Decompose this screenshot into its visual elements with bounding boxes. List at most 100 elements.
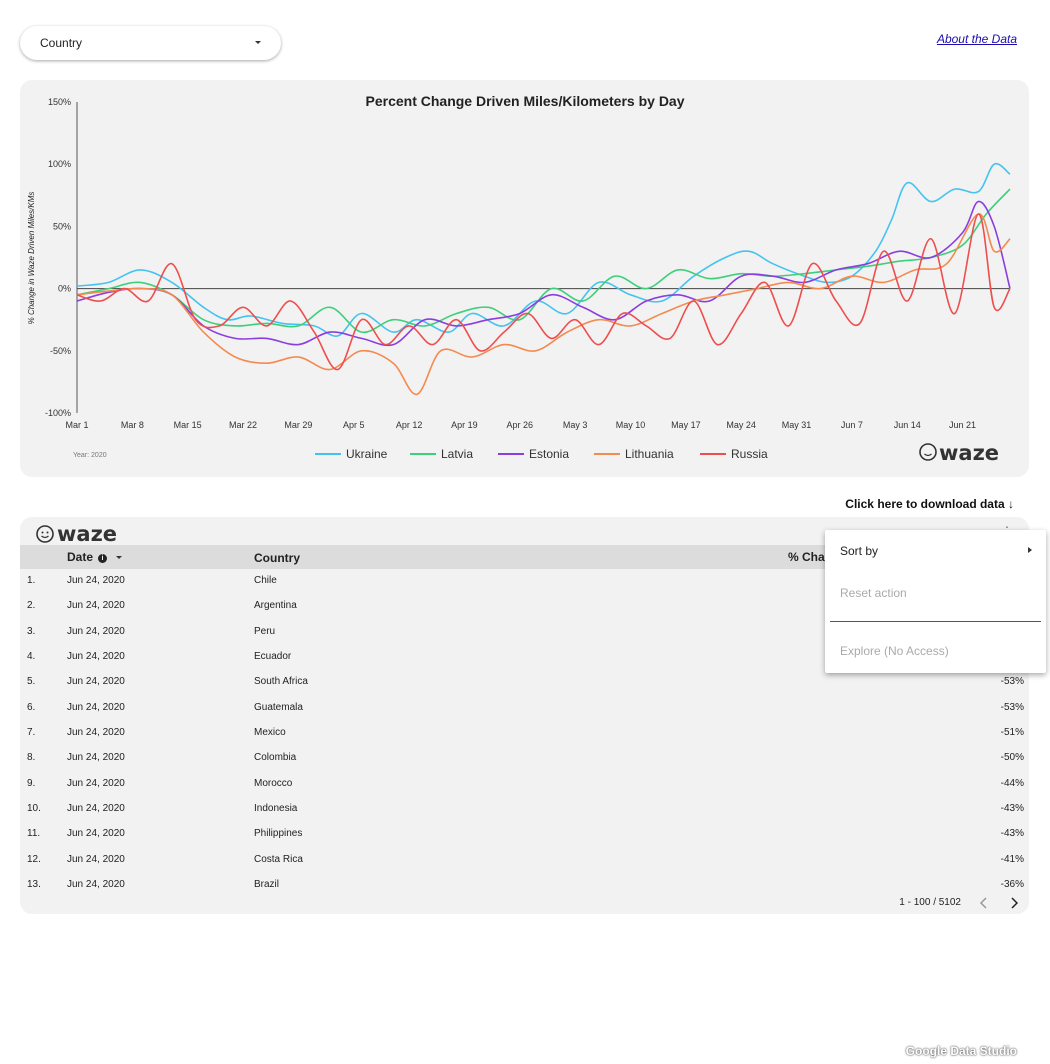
x-tick-label: May 3 [563,420,588,430]
chart-title: Percent Change Driven Miles/Kilometers b… [366,93,685,109]
series-line-lithuania [76,213,1011,396]
menu-divider [830,621,1041,622]
legend-label: Russia [731,447,768,461]
table-row[interactable]: 5. Jun 24, 2020 South Africa -53% [20,670,1029,695]
waze-logo-text: waze [939,441,999,465]
row-number: 2. [27,600,36,612]
line-chart: Percent Change Driven Miles/Kilometers b… [27,93,1011,465]
row-date: Jun 24, 2020 [67,752,125,764]
x-tick-label: Mar 15 [174,420,202,430]
header-country[interactable]: Country [254,551,300,565]
row-date: Jun 24, 2020 [67,575,125,586]
y-axis-label: % Change in Waze Driven Miles/KMs [27,192,36,325]
line-chart-card: Percent Change Driven Miles/Kilometers b… [20,80,1029,477]
x-tick-label: Mar 29 [284,420,312,430]
row-number: 4. [27,651,36,663]
row-date: Jun 24, 2020 [67,803,125,815]
row-country: Guatemala [254,701,303,713]
row-date: Jun 24, 2020 [67,828,125,840]
y-tick-label: 0% [58,284,71,294]
row-country: Argentina [254,600,297,612]
table-row[interactable]: 11. Jun 24, 2020 Philippines -43% [20,822,1029,847]
menu-item-explore: Explore (No Access) [840,644,949,658]
row-number: 8. [27,752,36,764]
table-row[interactable]: 6. Jun 24, 2020 Guatemala -53% [20,696,1029,721]
row-country: Brazil [254,879,280,891]
table-row[interactable]: 8. Jun 24, 2020 Colombia -50% [20,746,1029,771]
table-row[interactable]: 9. Jun 24, 2020 Morocco -44% [20,772,1029,797]
chevron-down-icon [255,41,261,44]
download-data-link[interactable]: Click here to download data ↓ [845,497,1014,511]
row-country: Philippines [254,828,303,840]
x-tick-label: Apr 12 [396,420,423,430]
google-data-studio-brand: Google Data Studio [905,1044,1017,1058]
table-row[interactable]: 3. Jun 24, 2020 Peru [20,620,1029,645]
table-body: 1. Jun 24, 2020 Chile 2. Jun 24, 2020 Argenti… [20,569,1029,898]
menu-item-sort-by[interactable]: Sort by [840,544,879,558]
about-data-link[interactable]: About the Data [936,32,1017,46]
legend-label: Lithuania [625,447,674,461]
legend-label: Estonia [529,447,569,461]
row-pct-change: -53% [1000,676,1024,688]
row-date: Jun 24, 2020 [67,727,125,739]
table-row[interactable]: 7. Jun 24, 2020 Mexico -51% [20,721,1029,746]
row-pct-change: -36% [1000,879,1024,891]
header-date[interactable]: Date i [67,550,123,564]
row-number: 12. [27,853,41,865]
header-date-label: Date [67,550,94,564]
series-line-ukraine [76,162,1011,337]
row-number: 13. [27,879,41,891]
menu-item-reset-action: Reset action [840,586,907,600]
table-row[interactable]: 2. Jun 24, 2020 Argentina [20,594,1029,619]
row-number: 7. [27,727,36,739]
pagination-label: 1 - 100 / 5102 [899,897,961,908]
x-tick-label: Jun 21 [949,420,976,430]
row-date: Jun 24, 2020 [67,625,125,637]
sort-desc-icon[interactable] [116,556,123,559]
legend-label: Latvia [441,447,473,461]
row-country: Colombia [254,752,297,764]
table-row[interactable]: 13. Jun 24, 2020 Brazil -36% [20,873,1029,898]
next-page-icon[interactable] [1007,896,1021,910]
row-country: Costa Rica [254,853,303,865]
x-tick-label: Mar 1 [65,420,88,430]
row-country: Morocco [254,777,293,789]
row-number: 10. [27,803,41,815]
row-pct-change: -43% [1000,828,1024,840]
waze-logo-smile [924,453,932,457]
row-date: Jun 24, 2020 [67,600,125,612]
table-row[interactable]: 4. Jun 24, 2020 Ecuador [20,645,1029,670]
row-date: Jun 24, 2020 [67,651,125,663]
y-tick-label: 50% [53,221,71,231]
y-tick-label: -50% [50,346,71,356]
row-date: Jun 24, 2020 [67,701,125,713]
previous-page-icon[interactable] [977,896,991,910]
x-tick-label: Jun 7 [841,420,863,430]
row-pct-change: -41% [1000,853,1024,865]
row-pct-change: -43% [1000,803,1024,815]
row-date: Jun 24, 2020 [67,777,125,789]
row-pct-change: -51% [1000,727,1024,739]
x-tick-label: Jun 14 [894,420,921,430]
x-tick-label: Apr 26 [507,420,534,430]
row-country: Chile [254,575,277,586]
series-line-latvia [76,188,1011,334]
info-icon[interactable]: i [98,554,108,563]
waze-logo-icon [919,443,937,461]
series-line-estonia [76,200,1011,347]
y-tick-label: 150% [48,97,71,107]
y-tick-label: 100% [48,159,71,169]
row-country: Mexico [254,727,286,739]
row-country: Indonesia [254,803,298,815]
context-menu: Sort by Reset action Explore (No Access) [825,530,1046,673]
x-tick-label: Apr 19 [451,420,478,430]
table-row[interactable]: 10. Jun 24, 2020 Indonesia -43% [20,797,1029,822]
row-number: 1. [27,575,36,586]
table-row[interactable]: 12. Jun 24, 2020 Costa Rica -41% [20,848,1029,873]
waze-logo: waze [36,523,117,545]
row-number: 9. [27,777,36,789]
x-tick-label: May 31 [782,420,812,430]
country-filter-dropdown[interactable]: Country [20,26,281,60]
row-number: 6. [27,701,36,713]
table-row[interactable]: 1. Jun 24, 2020 Chile [20,569,1029,594]
